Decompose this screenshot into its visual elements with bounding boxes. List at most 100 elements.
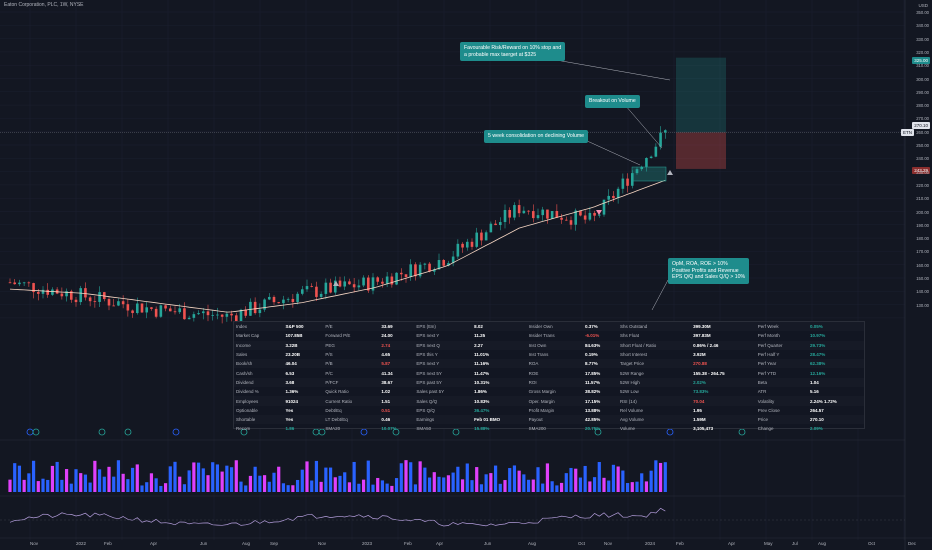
stat-value: 1.95 [693,407,702,413]
candle-body [612,195,615,199]
volume-bar [253,466,257,492]
candle-body [593,212,596,216]
candle-body [253,301,257,314]
candle-body [225,313,229,317]
volume-bar [333,477,337,492]
candle-body [131,310,134,314]
stats-row: Market Cap 107.85B Forward P/E 24.00 EPS nex… [234,331,864,340]
candle-body [635,169,639,174]
stat-label: Avg Volume [619,417,644,423]
candle-body [399,272,403,275]
candle-body [333,280,337,293]
candle-body [126,304,130,311]
stat-value: 2.24% 1.72% [809,398,837,404]
stat-value: 11.25 [474,333,486,339]
earnings-marker [594,428,602,436]
candle-body [296,293,299,302]
volume-bar [310,480,314,492]
volume-bar [267,481,271,492]
stat-value: 2.27 [474,342,483,348]
x-tick-label: Feb [104,541,112,546]
stat-value: 0.86% / 2.46 [693,342,719,348]
candle-body [60,293,64,297]
stat-value: 13.88% [584,407,601,413]
y-tick-label: 130.00 [916,302,929,308]
candle-body [480,232,483,241]
volume-bar [173,461,177,492]
candle-body [470,241,474,247]
volume-bar [347,482,352,492]
stat-label: 52W High [619,379,640,385]
volume-bar [93,460,97,492]
candle-body [465,241,469,248]
volume-bar [475,467,479,492]
volume-bar [159,485,163,492]
y-tick-label: 200.00 [916,209,929,215]
volume-bar [83,474,88,492]
volume-bar [484,474,488,492]
stat-value: 10.97% [809,333,826,339]
volume-bar [569,467,573,492]
volume-bar [277,466,281,492]
volume-bar [376,477,380,492]
y-tick-label: 310.00 [916,63,929,69]
stat-label: P/C [325,370,333,376]
volume-bar [17,465,22,492]
volume-bar [470,480,474,492]
candle-body [65,291,68,297]
y-tick-label: 180.00 [916,236,929,242]
stat-label: P/FCF [325,379,339,385]
volume-bar [291,485,295,492]
candle-body [338,280,342,287]
stat-value: 399.30M [693,324,711,330]
x-tick-label: 2022 [76,541,87,546]
volume-bar [578,477,583,492]
earnings-marker [172,428,180,436]
stat-label: 52W Low [619,389,639,395]
volume-bar [446,475,451,492]
volume-bar [399,463,403,492]
stat-value: 46.04 [285,361,297,367]
candle-body [640,166,644,170]
x-tick-label: Aug [528,541,537,546]
volume-bar [616,466,620,492]
x-tick-label: Jun [200,541,208,546]
candle-body [324,282,328,294]
candle-body [173,311,177,313]
volume-bar [314,460,319,492]
volume-bar [55,461,59,492]
stat-label: Inst Trans [528,352,549,358]
stat-value: 3.22B [285,342,298,348]
stat-value: 0.05% [809,324,823,330]
candle-body [27,282,31,284]
volume-bar [248,475,253,492]
volume-bar [201,468,205,492]
volume-bar [427,477,432,492]
candle-body [395,272,398,285]
y-tick-label: 220.00 [916,182,929,188]
x-tick-label: May [764,541,773,546]
stat-label: Recom [236,426,251,432]
candle-body [150,307,153,309]
stat-label: PEG [325,342,335,348]
earnings-marker [32,428,40,436]
volume-bar [107,466,111,492]
stat-value: 2.74 [381,342,391,348]
stat-value: 28.47% [809,352,826,358]
volume-bar [130,467,135,492]
chart-title: Eaton Corporation, PLC, 1W, NYSE [4,2,84,8]
stat-label: Perf Half Y [757,352,780,358]
candle-body [216,314,219,316]
volume-bar [508,468,512,492]
stat-label: Volume [619,426,635,432]
volume-bar [168,466,172,492]
stat-value: Feb 01 BMO [474,417,501,423]
x-tick-label: Aug [242,541,251,546]
stats-row: Cash/sh 6.53 P/C 41.34 EPS next 5Y 11.47% ROE 1… [234,368,864,377]
volume-bar [328,467,333,492]
stat-value: 38.67 [381,379,393,385]
stat-value: 2.02% [693,379,706,385]
candle-body [107,299,111,306]
